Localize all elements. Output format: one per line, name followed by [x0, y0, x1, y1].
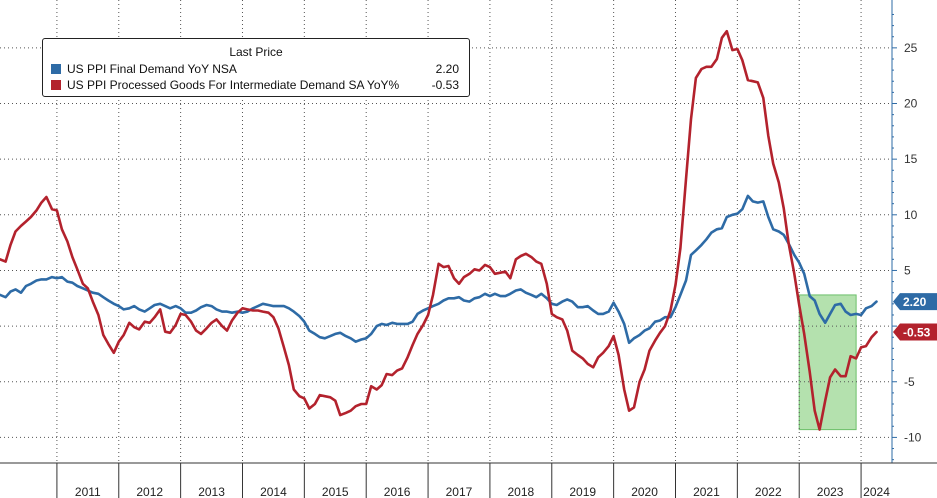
legend-label-final-demand: US PPI Final Demand YoY NSA: [67, 61, 237, 76]
x-tick-label: 2018: [507, 485, 534, 498]
legend-title: Last Price: [229, 45, 283, 59]
x-tick-label: 2023: [817, 485, 844, 498]
y-tick-label: 5: [904, 263, 911, 277]
y-tick-label: -10: [904, 430, 922, 444]
y-tick-label: 20: [904, 97, 918, 111]
value-tag-label-final-demand: 2.20: [903, 295, 927, 309]
y-tick-label: 25: [904, 41, 918, 55]
x-tick-label: 2019: [569, 485, 596, 498]
x-tick-label: 2022: [755, 485, 782, 498]
y-tick-label: -5: [904, 375, 915, 389]
x-tick-label: 2011: [75, 485, 101, 498]
x-tick-label: 2017: [446, 485, 473, 498]
legend-swatch-red: [51, 79, 61, 90]
value-tag-label-intermediate-demand: -0.53: [903, 326, 931, 340]
x-tick-label: 2014: [260, 485, 287, 498]
x-tick-label: 2020: [631, 485, 658, 498]
legend-label-intermediate-demand: US PPI Processed Goods For Intermediate …: [67, 77, 400, 92]
x-tick-label: 2013: [198, 485, 225, 498]
x-tick-label: 2016: [384, 485, 411, 498]
y-tick-label: 10: [904, 208, 918, 222]
x-tick-label: 2012: [136, 485, 163, 498]
y-tick-label: 15: [904, 152, 918, 166]
legend-value-intermediate-demand: -0.53: [431, 77, 459, 92]
series-line-final-demand: [0, 194, 878, 345]
legend-value-final-demand: 2.20: [435, 61, 459, 76]
legend-swatch-blue: [51, 63, 61, 74]
legend-item-intermediate-demand[interactable]: US PPI Processed Goods For Intermediate …: [51, 77, 459, 92]
legend-item-final-demand[interactable]: US PPI Final Demand YoY NSA 2.20: [51, 61, 459, 76]
legend: Last Price US PPI Final Demand YoY NSA 2…: [42, 38, 470, 97]
series-line-intermediate-demand: [0, 29, 878, 431]
value-tag-intermediate-demand: [893, 323, 937, 341]
x-tick-label: 2024: [863, 485, 890, 498]
value-tag-final-demand: [893, 293, 937, 311]
x-tick-label: 2015: [322, 485, 349, 498]
x-tick-label: 2021: [693, 485, 720, 498]
